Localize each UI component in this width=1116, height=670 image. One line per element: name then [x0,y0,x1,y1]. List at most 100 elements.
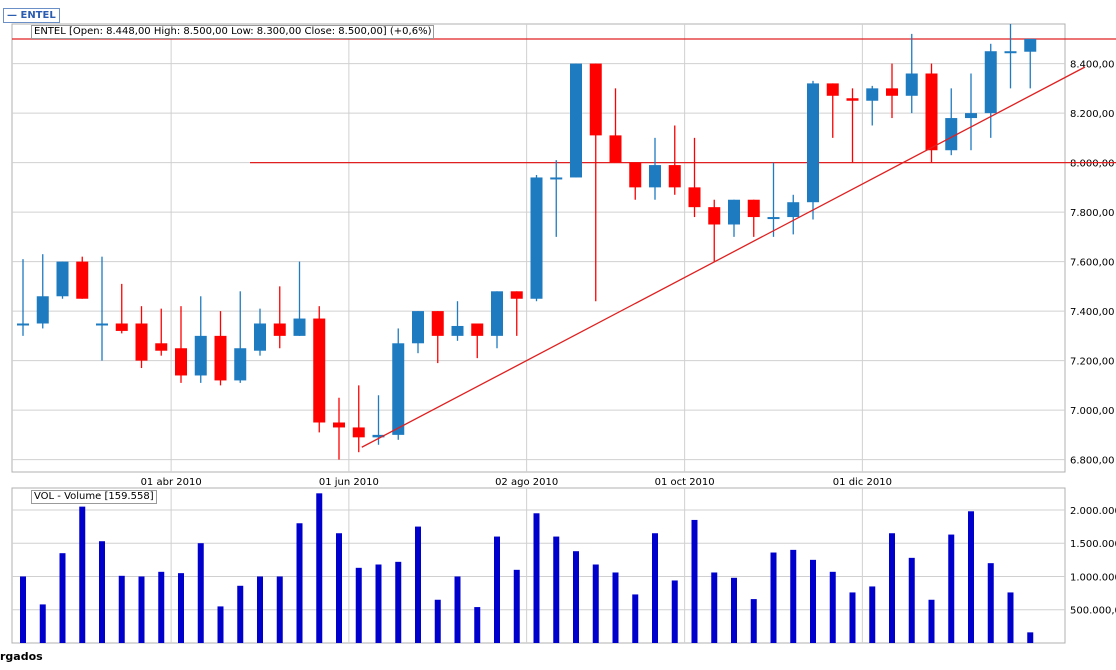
candle-body [787,202,800,218]
candle-body [313,318,326,423]
candle-body [668,165,681,188]
volume-y-tick-label: 500.000,00 [1070,606,1116,617]
candle-body [530,177,543,299]
volume-bar [375,564,382,643]
candle [17,259,29,336]
candle [412,311,424,354]
candle [352,385,365,453]
candle-body [767,217,780,220]
candle [56,261,69,299]
y-tick-label: 7.000,00 [1070,406,1115,417]
candle-body [510,291,523,299]
volume-bar [434,599,441,643]
volume-bar [928,599,935,643]
candle-body [155,343,168,351]
candle-body [214,335,227,381]
candle-body [589,63,602,136]
candle [254,308,266,356]
candle-body [451,325,464,336]
price-legend: ENTEL [Open: 8.448,00 High: 8.500,00 Low… [31,25,435,39]
candle [708,199,721,262]
volume-bar [770,552,777,643]
candle [767,162,780,237]
candle-body [649,165,661,188]
volume-bar [20,576,26,643]
candle-body [846,98,859,101]
candle-body [36,296,49,324]
candle [451,301,464,341]
volume-bar [652,533,658,643]
volume-bar [513,569,520,643]
volume-panel: 500.000,00 1.000.000,00 1.500.000,00 2.000.… [11,487,1116,644]
candle [925,63,938,163]
candle-body [984,51,997,114]
candle-body [688,187,701,208]
volume-bar [158,571,165,643]
candle-body [491,291,503,336]
candle-body [17,323,29,326]
ticker-tab[interactable]: — ENTEL [3,8,60,23]
volume-bar [415,526,421,643]
candle [510,291,523,336]
volume-bar [829,571,836,643]
candle [688,137,701,218]
trend-line [361,66,1086,448]
bottom-status-text: rgados [0,650,43,663]
volume-y-tick-label: 1.500.000,00 [1070,539,1116,550]
candle [846,88,859,163]
candle [155,308,168,356]
candle [333,397,345,460]
y-tick-label: 8.200,00 [1070,109,1115,120]
candle [293,261,306,336]
volume-bar [849,592,856,643]
candle-body [629,162,642,188]
volume-bar [316,493,323,643]
volume-bar [454,576,461,643]
candle [530,174,543,302]
candle [589,63,602,302]
volume-bar [494,536,500,643]
volume-bar [691,519,698,643]
candle-body [1004,51,1017,54]
candle [194,296,207,383]
candle-body [194,335,207,376]
y-tick-label: 7.400,00 [1070,307,1115,318]
candle-body [728,199,740,225]
volume-bar [948,534,955,643]
x-tick-label: 01 oct 2010 [655,477,715,488]
candle-body [945,118,958,151]
candle [570,63,582,178]
volume-bar [612,572,619,643]
candle [471,323,484,359]
candle-body [965,113,977,119]
candle-body [1024,38,1037,52]
candle-body [96,323,108,326]
candle-body [609,135,622,163]
volume-bar [908,557,915,643]
volume-bar [1007,592,1014,643]
volume-bar [869,586,876,643]
candle [629,162,642,200]
candle [668,125,681,195]
candle [96,256,108,361]
candle-body [352,427,365,438]
candle [984,43,997,138]
candle-body [905,73,918,96]
volume-bar [671,580,678,643]
x-tick-label: 01 jun 2010 [319,477,379,488]
candle [76,256,89,299]
volume-bar [731,577,737,643]
volume-y-tick-label: 1.000.000,00 [1070,572,1116,583]
candle [135,306,148,369]
candle [392,328,405,440]
candle [1024,38,1037,89]
volume-bar [59,553,66,643]
candle [175,306,187,383]
chart-toolbar: — ENTEL [0,0,1116,24]
candle-body [254,323,266,351]
candle-body [56,261,69,297]
candle-body [412,311,424,344]
y-tick-label: 7.200,00 [1070,357,1115,368]
x-tick-label: 01 dic 2010 [833,477,892,488]
volume-bar [395,561,402,643]
